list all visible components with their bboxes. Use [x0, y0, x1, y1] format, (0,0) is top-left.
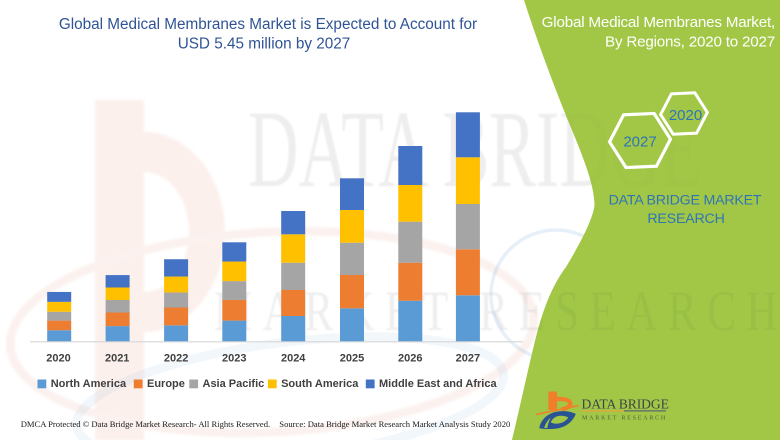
svg-text:2020: 2020	[46, 353, 70, 365]
svg-text:2026: 2026	[398, 353, 422, 365]
svg-text:2024: 2024	[281, 353, 306, 365]
svg-text:2021: 2021	[105, 353, 129, 365]
svg-text:2027: 2027	[456, 353, 480, 365]
svg-text:2022: 2022	[164, 353, 188, 365]
svg-text:2020: 2020	[669, 107, 702, 124]
svg-text:DATA BRIDGE: DATA BRIDGE	[582, 397, 669, 412]
svg-text:South America: South America	[281, 378, 359, 390]
svg-text:Middle East and Africa: Middle East and Africa	[379, 378, 497, 390]
svg-text:MARKET RESEARCH: MARKET RESEARCH	[582, 415, 667, 421]
svg-text:DATA BRIDGE MARKET: DATA BRIDGE MARKET	[609, 193, 762, 209]
svg-text:2023: 2023	[222, 353, 246, 365]
svg-text:By Regions, 2020 to 2027: By Regions, 2020 to 2027	[605, 34, 775, 51]
svg-text:Europe: Europe	[147, 378, 185, 390]
svg-text:Global Medical Membranes Marke: Global Medical Membranes Market is Expec…	[59, 16, 477, 33]
svg-text:Asia Pacific: Asia Pacific	[203, 378, 265, 390]
svg-text:MARKET RESEARCH: MARKET RESEARCH	[214, 280, 780, 343]
svg-text:RESEARCH: RESEARCH	[647, 211, 724, 227]
svg-text:North America: North America	[51, 378, 127, 390]
svg-text:2025: 2025	[340, 353, 364, 365]
svg-text:DMCA Protected © Data Bridge M: DMCA Protected © Data Bridge Market Rese…	[21, 419, 271, 429]
svg-text:Source: Data Bridge Market Res: Source: Data Bridge Market Research Mark…	[279, 419, 510, 429]
svg-text:USD 5.45 million by 2027: USD 5.45 million by 2027	[178, 36, 351, 53]
svg-text:Global Medical Membranes Marke: Global Medical Membranes Market,	[542, 14, 775, 31]
svg-text:2027: 2027	[623, 134, 656, 151]
